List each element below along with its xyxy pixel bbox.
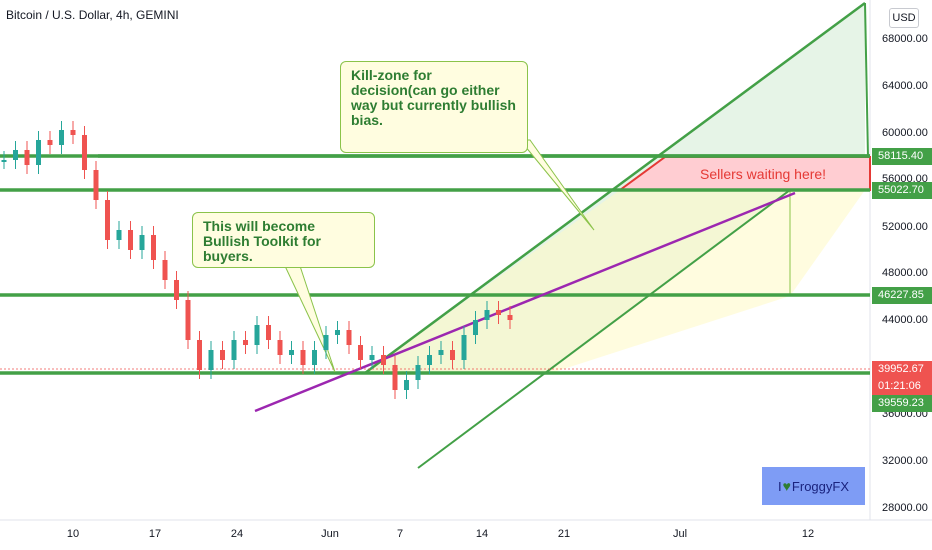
candle-body [381, 355, 386, 365]
candle-body [128, 230, 133, 250]
candle-body [197, 340, 202, 370]
candle-body [484, 310, 490, 320]
candle-body [496, 310, 501, 315]
x-tick-label: 7 [396, 528, 404, 540]
candle-body [369, 355, 375, 360]
candle-body [415, 365, 421, 380]
x-tick-label: Jun [321, 528, 339, 540]
candle-body [461, 335, 467, 360]
candle-body [231, 340, 237, 360]
y-tick-label: 60000.00 [882, 127, 928, 139]
x-tick-label: 10 [66, 528, 80, 540]
kill-zone-pointer [518, 139, 595, 231]
yellow-zone [365, 190, 865, 375]
price-label: 39559.23 [872, 395, 932, 412]
y-tick-label: 68000.00 [882, 33, 928, 45]
x-tick-label: 14 [475, 528, 489, 540]
price-label: 46227.85 [872, 287, 932, 304]
lower-channel-line [417, 189, 791, 469]
candle-body [323, 335, 329, 350]
bullish-toolkit-callout: This will become Bullish Toolkit for buy… [192, 212, 375, 268]
y-tick-label: 28000.00 [882, 502, 928, 514]
candle-body [151, 235, 156, 260]
candle-body [450, 350, 455, 360]
y-tick-label: 44000.00 [882, 314, 928, 326]
candle-body [13, 150, 18, 160]
froggyfx-logo: I ♥ FroggyFX [762, 467, 865, 505]
price-label: 01:21:06 [872, 378, 932, 395]
x-tick-label: 21 [557, 528, 571, 540]
candle-body [82, 135, 87, 170]
y-tick-label: 48000.00 [882, 267, 928, 279]
candle-body [116, 230, 122, 240]
candle-body [59, 130, 64, 145]
candle-body [289, 350, 294, 355]
candle-body [507, 315, 513, 320]
candle-body [70, 130, 76, 135]
price-label: 58115.40 [872, 148, 932, 165]
toolkit-pointer [284, 265, 336, 373]
candle-body [358, 345, 363, 360]
upper-channel-line [364, 1, 866, 375]
sellers-label: Sellers waiting here! [700, 166, 827, 182]
x-tick-label: 12 [801, 528, 815, 540]
candle-body [243, 340, 248, 345]
candle-body [254, 325, 260, 345]
candle-body [162, 260, 168, 280]
candle-body [266, 325, 271, 340]
candle-body [346, 330, 352, 345]
candle-body [36, 140, 41, 165]
currency-button[interactable]: USD [889, 8, 919, 28]
candle-body [473, 320, 478, 335]
candle-body [24, 150, 30, 165]
candle-body [93, 170, 99, 200]
candle-body [427, 355, 432, 365]
candle-body [312, 350, 317, 365]
x-tick-label: 24 [230, 528, 244, 540]
y-tick-label: 64000.00 [882, 80, 928, 92]
candle-body [277, 340, 283, 355]
purple-trend-line [254, 191, 796, 413]
kill-zone-callout: Kill-zone for decision(can go either way… [340, 61, 528, 153]
candle-body [220, 350, 225, 360]
candle-body [1, 160, 7, 162]
symbol-title: Bitcoin / U.S. Dollar, 4h, GEMINI [6, 8, 179, 22]
candle-body [185, 300, 191, 340]
price-label: 55022.70 [872, 182, 932, 199]
y-tick-label: 52000.00 [882, 221, 928, 233]
candle-body [47, 140, 53, 145]
candle-body [174, 280, 179, 300]
candle-body [404, 380, 409, 390]
candle-body [392, 365, 398, 390]
candle-body [105, 200, 110, 240]
candle-body [139, 235, 145, 250]
candle-body [300, 350, 306, 365]
x-tick-label: 17 [148, 528, 162, 540]
price-label: 39952.67 [872, 361, 932, 378]
candle-body [208, 350, 214, 370]
candle-body [438, 350, 444, 355]
heart-icon: ♥ [782, 478, 791, 494]
channel-edge-line [864, 2, 869, 158]
y-tick-label: 32000.00 [882, 455, 928, 467]
x-tick-label: Jul [672, 528, 688, 540]
candle-body [335, 330, 340, 335]
